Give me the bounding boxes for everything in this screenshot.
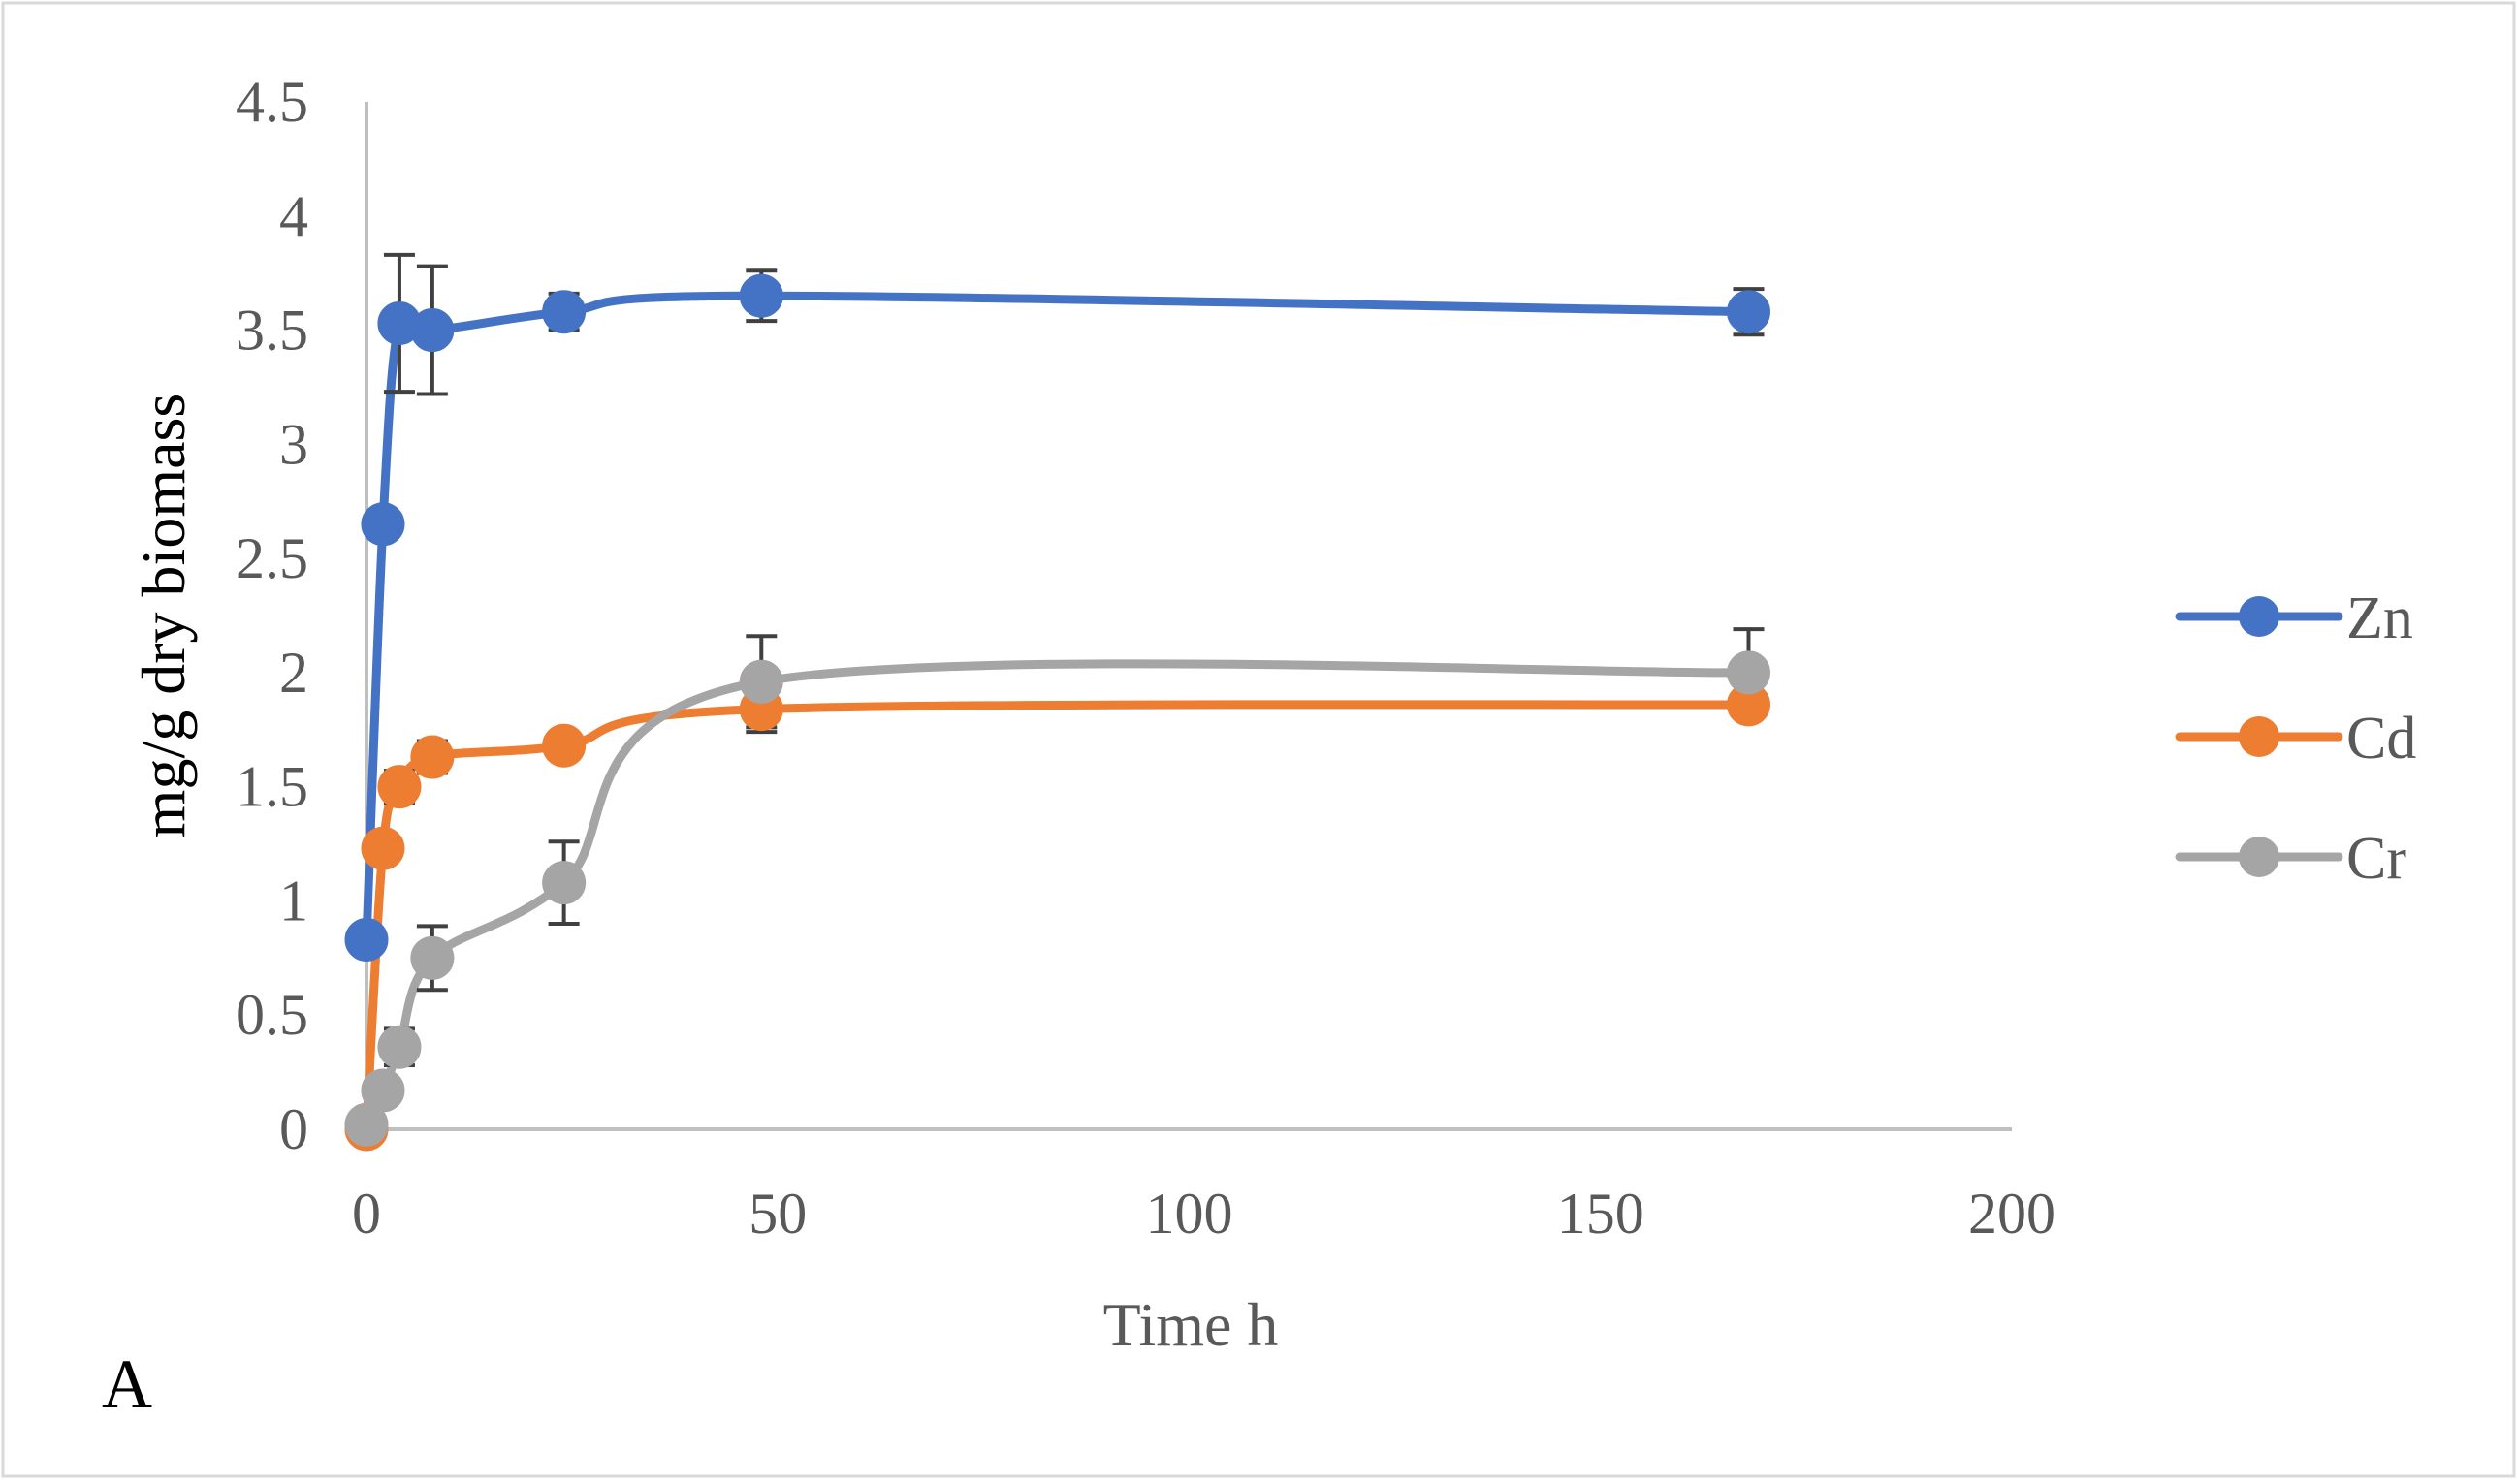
data-point-cd [377,765,422,809]
y-tick-label: 2.5 [236,526,308,590]
series-points [344,273,1770,1152]
x-tick-label: 0 [352,1182,381,1246]
data-point-cr [739,659,783,704]
x-axis-title: Time h [1103,1290,1279,1359]
legend-item-cr: Cr [2175,826,2406,892]
x-tick-label: 150 [1557,1182,1644,1246]
legend-label: Cd [2346,706,2416,772]
data-point-zn [344,917,389,962]
legend-label: Cr [2346,826,2406,892]
data-point-cd [410,735,455,779]
data-point-zn [361,502,405,547]
data-point-cd [361,826,405,870]
y-tick-label: 4.5 [236,70,308,134]
x-tick-label: 50 [749,1182,807,1246]
legend-swatch-marker [2239,596,2279,637]
data-point-cr [377,1025,422,1069]
y-tick-labels: 0 0.5 1 1.5 2 2.5 3 3.5 4 4.5 [236,70,308,1161]
legend-swatch-marker [2239,716,2279,757]
data-point-cr [410,935,455,980]
y-tick-label: 0 [279,1097,308,1161]
y-tick-label: 3.5 [236,299,308,363]
data-point-cr [1726,650,1770,695]
data-point-cr [542,861,587,905]
x-tick-label: 200 [1968,1182,2055,1246]
data-point-cr [361,1068,405,1113]
legend-swatch-marker [2239,837,2279,877]
y-tick-label: 1.5 [236,755,308,819]
data-point-zn [1726,290,1770,334]
y-tick-label: 3 [279,412,308,476]
data-point-cd [542,723,587,768]
y-tick-label: 1 [279,868,308,932]
y-axis-title: mg/g dry biomass [129,394,198,838]
legend-item-zn: Zn [2175,585,2413,651]
series-line-zn [362,291,1753,944]
data-point-zn [410,308,455,353]
panel-label: A [102,1345,152,1423]
data-point-zn [739,273,783,318]
legend-item-cd: Cd [2175,706,2416,772]
data-point-zn [542,290,587,334]
legend: Zn Cd Cr [2175,585,2416,892]
y-tick-label: 4 [279,184,308,248]
y-tick-label: 2 [279,641,308,705]
legend-label: Zn [2346,585,2413,651]
x-tick-labels: 0 50 100 150 200 [352,1182,2055,1246]
y-tick-label: 0.5 [236,983,308,1047]
x-tick-label: 100 [1146,1182,1233,1246]
